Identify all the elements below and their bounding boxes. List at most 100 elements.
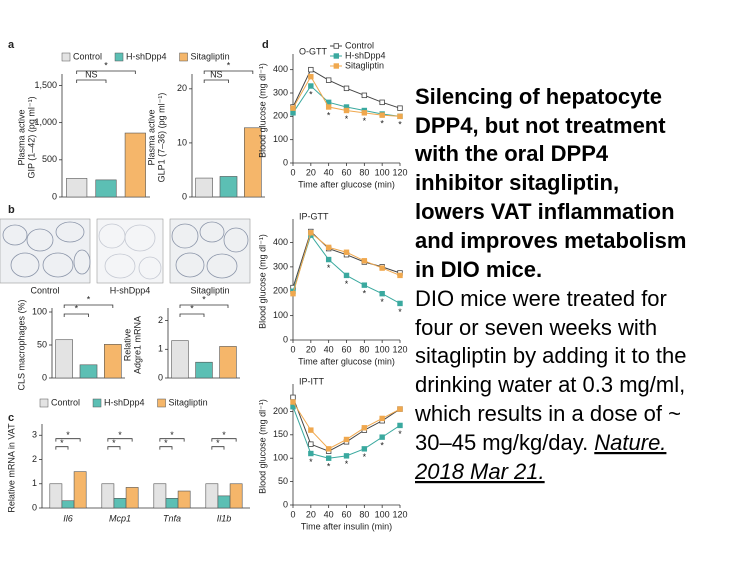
- data-point: [397, 422, 403, 429]
- significance-label: *: [363, 452, 367, 462]
- significance-bracket: [179, 304, 229, 308]
- chart-title: IP-ITT: [299, 376, 324, 386]
- data-point: [361, 92, 368, 99]
- data-point: [290, 399, 296, 405]
- significance-label: NS: [210, 69, 223, 79]
- y-tick-label: 100: [273, 453, 288, 463]
- bar: [195, 177, 213, 198]
- x-tick-label: 20: [306, 167, 316, 177]
- data-point: [361, 258, 368, 264]
- data-point: [379, 99, 385, 106]
- y-tick-label: 1,500: [34, 80, 57, 90]
- bar: [113, 498, 127, 509]
- data-point: [308, 441, 314, 447]
- significance-bracket: [55, 446, 69, 450]
- data-point: [379, 434, 385, 440]
- caption-title: lowers VAT inflammation: [415, 199, 675, 224]
- data-point: [361, 425, 368, 431]
- legend-swatch: [179, 52, 188, 62]
- bar: [177, 490, 191, 509]
- significance-label: *: [190, 303, 194, 313]
- data-point: [343, 249, 350, 255]
- histology-image: [0, 218, 91, 284]
- data-point: [290, 105, 296, 111]
- bar: [244, 127, 262, 198]
- bar: [217, 495, 231, 509]
- data-point: [397, 300, 403, 307]
- bar: [124, 132, 146, 198]
- caption-text: sitagliptin by adding it to the: [415, 343, 687, 368]
- legend-label: Sitagliptin: [345, 60, 384, 70]
- legend-label: H-shDpp4: [126, 51, 167, 61]
- y-tick-label: 150: [273, 429, 288, 439]
- data-point: [325, 446, 332, 452]
- significance-bracket: [107, 446, 121, 450]
- y-axis-label: Plasma active: [146, 109, 156, 165]
- significance-label: *: [363, 116, 367, 126]
- y-tick-label: 3: [32, 430, 37, 440]
- data-point: [379, 415, 385, 422]
- legend-swatch: [157, 398, 166, 408]
- significance-bracket: [76, 79, 107, 83]
- significance-bracket: [63, 313, 89, 317]
- bar: [229, 483, 243, 509]
- data-point: [397, 406, 403, 412]
- caption-text: four or seven weeks with: [415, 315, 657, 340]
- significance-label: *: [202, 294, 206, 304]
- significance-label: *: [112, 438, 116, 448]
- significance-bracket: [159, 446, 173, 450]
- x-tick-label: 0: [290, 344, 295, 354]
- x-tick-label: Mcp1: [109, 513, 131, 523]
- significance-label: NS: [85, 69, 98, 79]
- data-point: [308, 83, 314, 89]
- legend-label: H-shDpp4: [104, 397, 145, 407]
- significance-label: *: [398, 307, 402, 317]
- caption: Silencing of hepatocyte DPP4, but not tr…: [414, 84, 687, 484]
- bar: [61, 500, 75, 509]
- x-tick-label: 120: [392, 344, 407, 354]
- significance-bracket: [211, 438, 237, 442]
- bar: [95, 179, 117, 198]
- caption-text: which results in a dose of ~: [414, 401, 681, 426]
- significance-label: *: [398, 429, 402, 439]
- y-tick-label: 300: [273, 87, 288, 97]
- bar: [101, 483, 115, 509]
- caption-title: inhibitor sitagliptin,: [415, 170, 619, 195]
- significance-label: *: [345, 114, 349, 124]
- x-tick-label: 80: [359, 509, 369, 519]
- caption-text: drinking water at 0.3 mg/ml,: [415, 372, 685, 397]
- x-tick-label: 120: [392, 167, 407, 177]
- significance-label: *: [363, 289, 367, 299]
- data-point: [361, 446, 368, 452]
- y-tick-label: 0: [283, 334, 288, 344]
- bar: [79, 364, 98, 379]
- citation[interactable]: Nature.: [594, 430, 666, 455]
- bar: [73, 471, 87, 509]
- data-point: [397, 105, 403, 111]
- legend-marker: [333, 43, 339, 49]
- x-tick-label: 100: [375, 509, 390, 519]
- bar: [49, 483, 63, 509]
- significance-label: *: [309, 89, 313, 99]
- x-axis-label: Time after insulin (min): [301, 521, 392, 531]
- y-tick-label: 0: [283, 499, 288, 509]
- image-label: Control: [30, 285, 59, 295]
- data-point: [290, 394, 296, 401]
- significance-label: *: [227, 60, 231, 70]
- y-tick-label: 2: [158, 315, 163, 325]
- y-tick-label: 1: [32, 478, 37, 488]
- data-point: [308, 450, 314, 457]
- data-point: [379, 290, 385, 297]
- citation[interactable]: 2018 Mar 21.: [414, 459, 545, 484]
- x-tick-label: 100: [375, 344, 390, 354]
- chart-title: O-GTT: [299, 46, 327, 56]
- significance-bracket: [76, 70, 136, 74]
- significance-label: *: [380, 297, 384, 307]
- x-tick-label: 40: [324, 344, 334, 354]
- y-tick-label: 50: [278, 476, 288, 486]
- bar: [219, 346, 237, 379]
- x-tick-label: 60: [341, 509, 351, 519]
- data-point: [397, 272, 403, 279]
- data-point: [290, 290, 296, 297]
